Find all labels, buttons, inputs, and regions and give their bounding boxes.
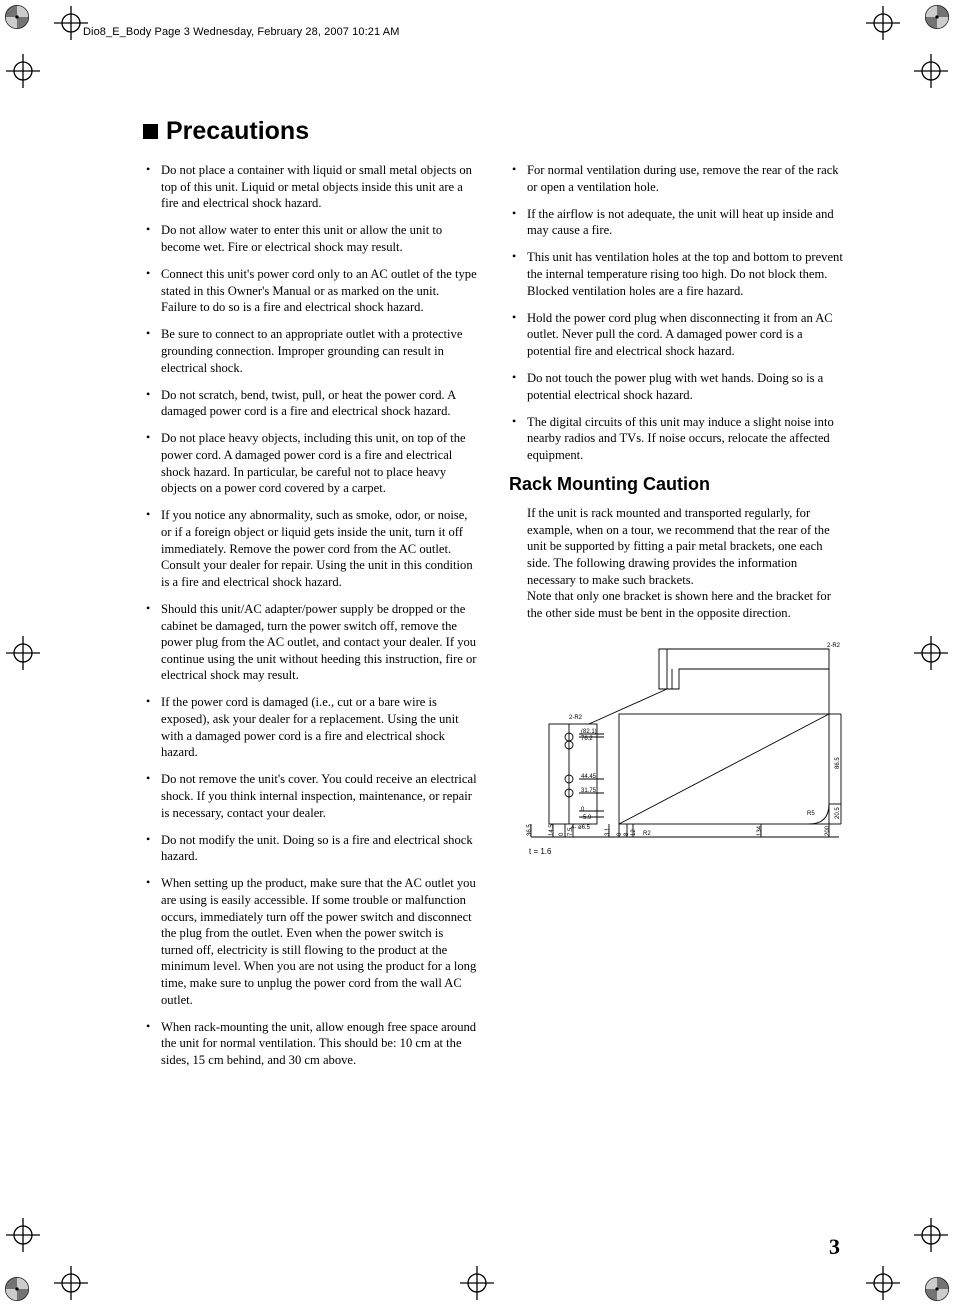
- pinwheel-icon: [924, 4, 950, 30]
- dim-label: 2-R2: [569, 715, 583, 721]
- page-title: Precautions: [143, 117, 843, 146]
- crosshair-icon: [866, 6, 900, 40]
- pinwheel-icon: [924, 1276, 950, 1302]
- dim-label: 14.5: [549, 824, 555, 836]
- crosshair-icon: [866, 1266, 900, 1300]
- column-left: Do not place a container with liquid or …: [143, 162, 477, 1079]
- crosshair-icon: [6, 636, 40, 670]
- crosshair-icon: [6, 54, 40, 88]
- list-item: The digital circuits of this unit may in…: [509, 414, 843, 464]
- bracket-diagram: 2-R2 2-R2 (82.1) 76.2 44.45 31.75 0 -5.9…: [509, 639, 843, 874]
- pinwheel-icon: [4, 4, 30, 30]
- dim-label: 12: [631, 829, 637, 836]
- column-right: For normal ventilation during use, remov…: [509, 162, 843, 1079]
- list-item: Do not place heavy objects, including th…: [143, 430, 477, 496]
- dim-label: R2: [643, 831, 651, 837]
- list-item: Be sure to connect to an appropriate out…: [143, 326, 477, 376]
- dim-label: 36.5: [527, 824, 533, 836]
- list-item: If you notice any abnormality, such as s…: [143, 507, 477, 590]
- dim-label: 44.45: [581, 774, 597, 780]
- dim-label: 76.2: [581, 736, 593, 742]
- dim-label: 200: [825, 826, 831, 837]
- two-column-layout: Do not place a container with liquid or …: [143, 162, 843, 1079]
- list-item: Hold the power cord plug when disconnect…: [509, 310, 843, 360]
- page: Dio8_E_Body Page 3 Wednesday, February 2…: [0, 0, 954, 1306]
- thickness-label: t = 1.6: [529, 847, 552, 856]
- list-item: When rack-mounting the unit, allow enoug…: [143, 1019, 477, 1069]
- crosshair-icon: [914, 54, 948, 88]
- dim-label: 20.5: [835, 807, 841, 819]
- list-item: For normal ventilation during use, remov…: [509, 162, 843, 195]
- crosshair-icon: [6, 1218, 40, 1252]
- dim-label: 134: [757, 826, 763, 837]
- pinwheel-icon: [4, 1276, 30, 1302]
- dim-label: 86.5: [835, 757, 841, 769]
- precautions-list-left: Do not place a container with liquid or …: [143, 162, 477, 1069]
- list-item: Do not remove the unit's cover. You coul…: [143, 771, 477, 821]
- crosshair-icon: [914, 636, 948, 670]
- title-text: Precautions: [166, 117, 309, 146]
- crosshair-icon: [460, 1266, 494, 1300]
- list-item: Connect this unit's power cord only to a…: [143, 266, 477, 316]
- list-item: Do not scratch, bend, twist, pull, or he…: [143, 387, 477, 420]
- square-bullet-icon: [143, 124, 158, 139]
- dim-label: 31.75: [581, 788, 597, 794]
- list-item: If the airflow is not adequate, the unit…: [509, 206, 843, 239]
- dim-label: 2-R2: [827, 643, 841, 649]
- list-item: Do not place a container with liquid or …: [143, 162, 477, 212]
- list-item: Do not touch the power plug with wet han…: [509, 370, 843, 403]
- dim-label: 3.1: [605, 827, 611, 836]
- dim-label: 7.5: [568, 827, 574, 836]
- precautions-list-right: For normal ventilation during use, remov…: [509, 162, 843, 464]
- rack-body-p2: Note that only one bracket is shown here…: [527, 589, 831, 620]
- rack-body-p1: If the unit is rack mounted and transpor…: [527, 506, 830, 586]
- content-area: Precautions Do not place a container wit…: [143, 117, 843, 1079]
- dim-label: (82.1): [581, 729, 597, 735]
- list-item: Do not allow water to enter this unit or…: [143, 222, 477, 255]
- list-item: When setting up the product, make sure t…: [143, 875, 477, 1008]
- dim-label: R5: [807, 811, 815, 817]
- page-number: 3: [829, 1234, 840, 1260]
- dim-label: 0: [581, 807, 585, 813]
- dim-label: -5.9: [581, 815, 592, 821]
- crosshair-icon: [914, 1218, 948, 1252]
- rack-mounting-heading: Rack Mounting Caution: [509, 474, 843, 495]
- list-item: If the power cord is damaged (i.e., cut …: [143, 694, 477, 760]
- dim-label: 0: [559, 832, 565, 836]
- page-header-meta: Dio8_E_Body Page 3 Wednesday, February 2…: [83, 26, 399, 38]
- list-item: Do not modify the unit. Doing so is a fi…: [143, 832, 477, 865]
- dim-label: 0: [617, 832, 623, 836]
- rack-mounting-body: If the unit is rack mounted and transpor…: [509, 505, 843, 621]
- list-item: This unit has ventilation holes at the t…: [509, 249, 843, 299]
- crosshair-icon: [54, 1266, 88, 1300]
- list-item: Should this unit/AC adapter/power supply…: [143, 601, 477, 684]
